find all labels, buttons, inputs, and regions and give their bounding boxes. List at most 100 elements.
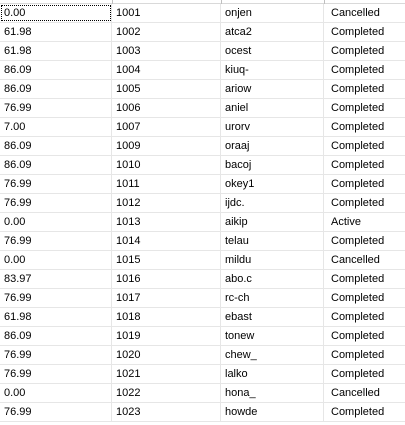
code-cell[interactable]: tonew [221, 327, 324, 345]
table-row[interactable]: 0.00 1001 onjen Cancelled [0, 4, 405, 23]
status-cell[interactable]: Completed [331, 45, 385, 57]
status-cell[interactable]: Completed [331, 292, 385, 304]
code-cell[interactable]: howde [221, 403, 324, 421]
status-cell[interactable]: Completed [331, 178, 385, 190]
status-cell[interactable]: Completed [331, 26, 385, 38]
price-cell[interactable]: 76.99 [0, 403, 112, 421]
table-row[interactable]: 76.99 1006 aniel Completed [0, 99, 405, 118]
code-cell[interactable]: ariow [221, 80, 324, 98]
price-cell[interactable]: 61.98 [0, 23, 112, 41]
id-cell[interactable]: 1015 [112, 251, 221, 269]
column-header-strip[interactable] [0, 0, 405, 4]
code-cell[interactable]: okey1 [221, 175, 324, 193]
table-row[interactable]: 86.09 1004 kiuq- Completed [0, 61, 405, 80]
status-cell[interactable]: Completed [331, 368, 385, 380]
table-row[interactable]: 76.99 1020 chew_ Completed [0, 346, 405, 365]
status-cell[interactable]: Completed [331, 330, 385, 342]
table-row[interactable]: 86.09 1010 bacoj Completed [0, 156, 405, 175]
code-cell[interactable]: telau [221, 232, 324, 250]
status-cell[interactable]: Completed [331, 311, 385, 323]
status-cell[interactable]: Completed [331, 406, 385, 418]
table-row[interactable]: 7.00 1007 urorv Completed [0, 118, 405, 137]
price-cell[interactable]: 0.00 [0, 4, 112, 22]
code-cell[interactable]: atca2 [221, 23, 324, 41]
table-row[interactable]: 76.99 1012 ijdc. Completed [0, 194, 405, 213]
column-divider[interactable] [221, 0, 222, 4]
id-cell[interactable]: 1003 [112, 42, 221, 60]
code-cell[interactable]: hona_ [221, 384, 324, 402]
id-cell[interactable]: 1010 [112, 156, 221, 174]
price-cell[interactable]: 86.09 [0, 156, 112, 174]
table-row[interactable]: 61.98 1003 ocest Completed [0, 42, 405, 61]
price-cell[interactable]: 76.99 [0, 365, 112, 383]
code-cell[interactable]: abo.c [221, 270, 324, 288]
code-cell[interactable]: ijdc. [221, 194, 324, 212]
status-cell[interactable]: Cancelled [331, 254, 380, 266]
code-cell[interactable]: chew_ [221, 346, 324, 364]
status-cell[interactable]: Completed [331, 83, 385, 95]
status-cell[interactable]: Completed [331, 235, 385, 247]
table-row[interactable]: 76.99 1011 okey1 Completed [0, 175, 405, 194]
status-cell[interactable]: Completed [331, 140, 385, 152]
status-cell[interactable]: Completed [331, 273, 385, 285]
id-cell[interactable]: 1021 [112, 365, 221, 383]
status-cell[interactable]: Completed [331, 121, 385, 133]
table-row[interactable]: 61.98 1018 ebast Completed [0, 308, 405, 327]
code-cell[interactable]: bacoj [221, 156, 324, 174]
table-row[interactable]: 76.99 1017 rc-ch Completed [0, 289, 405, 308]
code-cell[interactable]: ebast [221, 308, 324, 326]
id-cell[interactable]: 1005 [112, 80, 221, 98]
status-cell[interactable]: Completed [331, 197, 385, 209]
id-cell[interactable]: 1016 [112, 270, 221, 288]
id-cell[interactable]: 1002 [112, 23, 221, 41]
price-cell[interactable]: 76.99 [0, 232, 112, 250]
column-divider[interactable] [324, 0, 325, 4]
table-row[interactable]: 0.00 1022 hona_ Cancelled [0, 384, 405, 403]
code-cell[interactable]: mildu [221, 251, 324, 269]
status-cell[interactable]: Completed [331, 64, 385, 76]
table-row[interactable]: 86.09 1005 ariow Completed [0, 80, 405, 99]
table-row[interactable]: 76.99 1021 lalko Completed [0, 365, 405, 384]
price-cell[interactable]: 61.98 [0, 308, 112, 326]
table-row[interactable]: 0.00 1013 aikip Active [0, 213, 405, 232]
status-cell[interactable]: Cancelled [331, 387, 380, 399]
price-cell[interactable]: 76.99 [0, 99, 112, 117]
price-cell[interactable]: 76.99 [0, 346, 112, 364]
table-row[interactable]: 76.99 1014 telau Completed [0, 232, 405, 251]
code-cell[interactable]: urorv [221, 118, 324, 136]
price-cell[interactable]: 61.98 [0, 42, 112, 60]
price-cell[interactable]: 76.99 [0, 194, 112, 212]
table-row[interactable]: 0.00 1015 mildu Cancelled [0, 251, 405, 270]
id-cell[interactable]: 1009 [112, 137, 221, 155]
status-cell[interactable]: Cancelled [331, 7, 380, 19]
price-cell[interactable]: 0.00 [0, 251, 112, 269]
id-cell[interactable]: 1011 [112, 175, 221, 193]
column-divider[interactable] [112, 0, 113, 4]
id-cell[interactable]: 1014 [112, 232, 221, 250]
price-cell[interactable]: 86.09 [0, 137, 112, 155]
status-cell[interactable]: Completed [331, 159, 385, 171]
code-cell[interactable]: onjen [221, 4, 324, 22]
id-cell[interactable]: 1022 [112, 384, 221, 402]
status-cell[interactable]: Completed [331, 102, 385, 114]
id-cell[interactable]: 1023 [112, 403, 221, 421]
table-row[interactable]: 61.98 1002 atca2 Completed [0, 23, 405, 42]
price-cell[interactable]: 76.99 [0, 289, 112, 307]
id-cell[interactable]: 1007 [112, 118, 221, 136]
id-cell[interactable]: 1006 [112, 99, 221, 117]
price-cell[interactable]: 0.00 [0, 213, 112, 231]
code-cell[interactable]: aniel [221, 99, 324, 117]
table-row[interactable]: 86.09 1019 tonew Completed [0, 327, 405, 346]
price-cell[interactable]: 86.09 [0, 327, 112, 345]
id-cell[interactable]: 1004 [112, 61, 221, 79]
price-cell[interactable]: 7.00 [0, 118, 112, 136]
price-cell[interactable]: 83.97 [0, 270, 112, 288]
price-cell[interactable]: 0.00 [0, 384, 112, 402]
id-cell[interactable]: 1019 [112, 327, 221, 345]
code-cell[interactable]: aikip [221, 213, 324, 231]
id-cell[interactable]: 1017 [112, 289, 221, 307]
price-cell[interactable]: 76.99 [0, 175, 112, 193]
table-row[interactable]: 83.97 1016 abo.c Completed [0, 270, 405, 289]
status-cell[interactable]: Completed [331, 349, 385, 361]
code-cell[interactable]: oraaj [221, 137, 324, 155]
